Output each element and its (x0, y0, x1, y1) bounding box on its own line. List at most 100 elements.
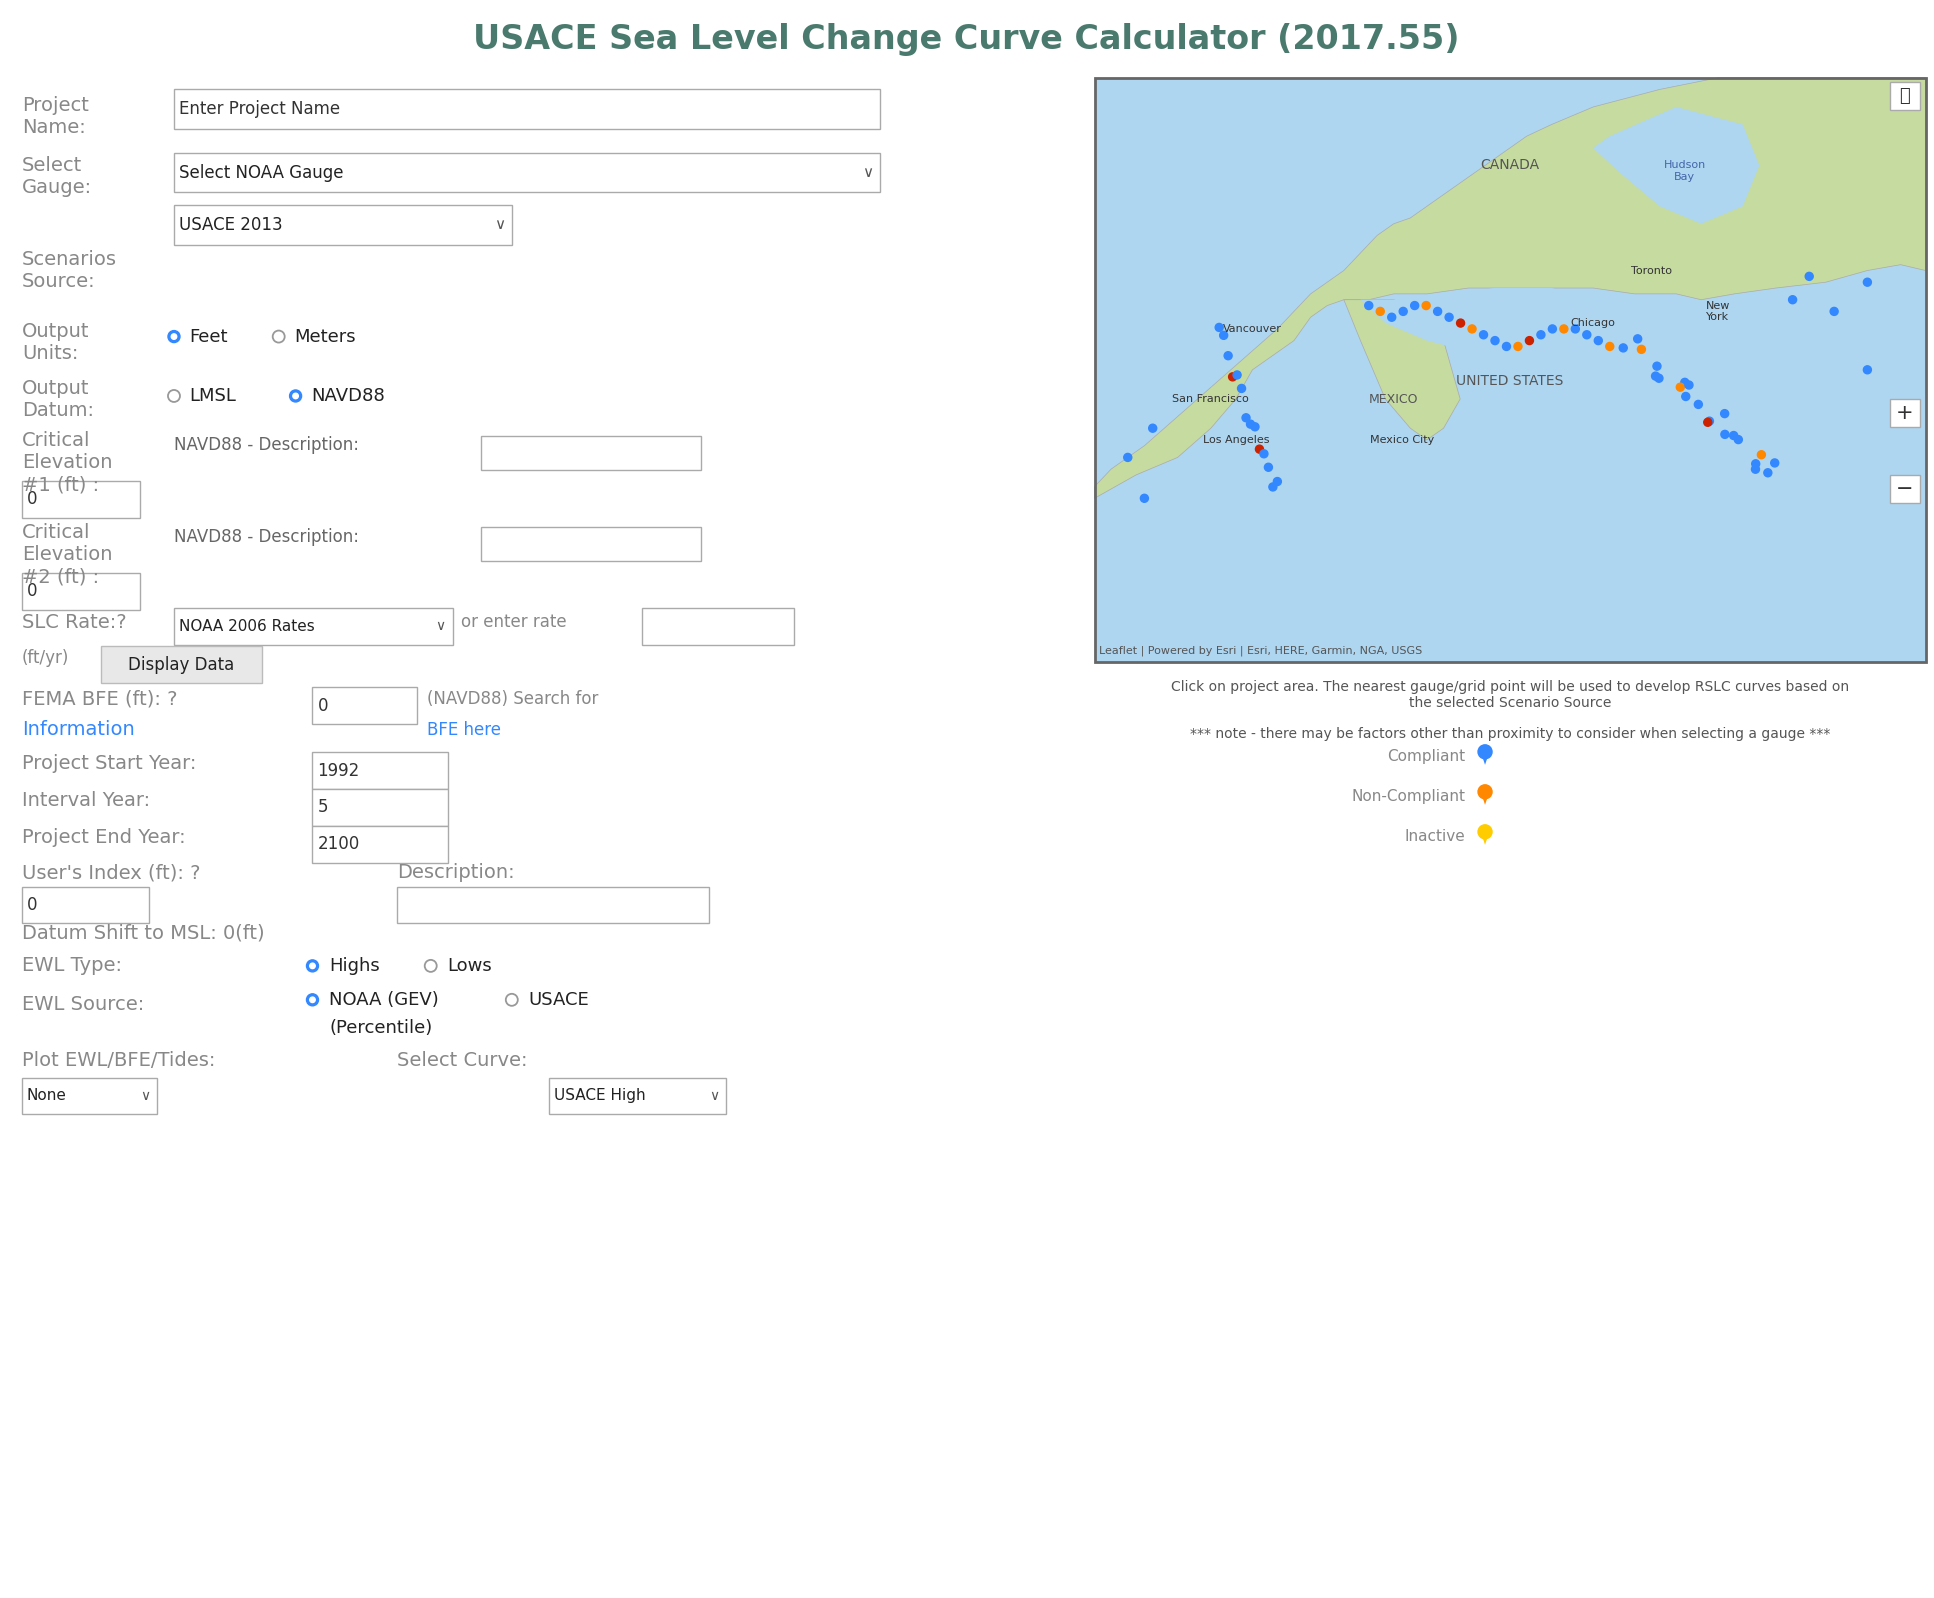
Text: Display Data: Display Data (128, 655, 234, 674)
Text: Plot EWL/BFE/Tides:: Plot EWL/BFE/Tides: (21, 1051, 215, 1071)
Polygon shape (1481, 833, 1489, 845)
Circle shape (1255, 446, 1263, 454)
Text: Click on project area. The nearest gauge/grid point will be used to develop RSLC: Click on project area. The nearest gauge… (1170, 679, 1849, 710)
FancyBboxPatch shape (1890, 475, 1920, 503)
Circle shape (1410, 302, 1420, 310)
Circle shape (1503, 342, 1510, 350)
Text: Interval Year:: Interval Year: (21, 791, 151, 810)
Text: USACE 2013: USACE 2013 (180, 216, 282, 233)
Circle shape (168, 331, 180, 342)
Text: NOAA (GEV): NOAA (GEV) (329, 991, 439, 1008)
FancyBboxPatch shape (174, 609, 453, 646)
FancyBboxPatch shape (313, 826, 447, 863)
FancyBboxPatch shape (101, 646, 261, 682)
Circle shape (1269, 483, 1276, 491)
Circle shape (1456, 320, 1464, 328)
Circle shape (1247, 420, 1255, 428)
Text: (ft/yr): (ft/yr) (21, 649, 70, 666)
Text: Select NOAA Gauge: Select NOAA Gauge (180, 163, 344, 182)
Circle shape (1421, 302, 1429, 310)
FancyBboxPatch shape (21, 481, 139, 518)
FancyBboxPatch shape (1890, 81, 1920, 110)
Circle shape (1594, 337, 1601, 345)
Text: Inactive: Inactive (1404, 829, 1466, 844)
Text: Critical
Elevation
#1 (ft) :: Critical Elevation #1 (ft) : (21, 431, 112, 494)
Circle shape (1480, 331, 1487, 339)
Circle shape (1514, 342, 1522, 350)
Circle shape (1721, 430, 1729, 438)
Circle shape (172, 334, 176, 339)
Circle shape (1656, 374, 1663, 382)
Circle shape (1582, 331, 1592, 339)
Circle shape (1377, 307, 1385, 315)
FancyBboxPatch shape (482, 436, 700, 470)
FancyBboxPatch shape (21, 887, 149, 924)
Circle shape (1265, 463, 1273, 471)
Circle shape (1752, 465, 1760, 473)
Circle shape (1772, 459, 1779, 467)
FancyBboxPatch shape (549, 1077, 727, 1114)
Circle shape (1141, 494, 1149, 502)
Text: LMSL: LMSL (190, 387, 236, 404)
Text: Enter Project Name: Enter Project Name (180, 101, 340, 118)
Text: USACE: USACE (528, 991, 590, 1008)
Text: USACE High: USACE High (553, 1088, 646, 1104)
FancyBboxPatch shape (1095, 78, 1926, 662)
Circle shape (1654, 363, 1661, 371)
Text: Highs: Highs (329, 957, 381, 975)
FancyBboxPatch shape (21, 572, 139, 609)
Circle shape (1273, 478, 1282, 486)
Text: Critical
Elevation
#2 (ft) :: Critical Elevation #2 (ft) : (21, 523, 112, 586)
Circle shape (1764, 468, 1772, 476)
Text: Mexico City: Mexico City (1369, 435, 1435, 444)
Polygon shape (1481, 793, 1489, 805)
Circle shape (1398, 307, 1408, 315)
Text: EWL Source:: EWL Source: (21, 994, 145, 1013)
Circle shape (1789, 296, 1797, 304)
Circle shape (1685, 380, 1692, 388)
Text: 5: 5 (317, 799, 329, 817)
Circle shape (1677, 384, 1685, 392)
Circle shape (1224, 352, 1232, 360)
Circle shape (1735, 436, 1743, 444)
Circle shape (1228, 372, 1236, 380)
Text: ∨: ∨ (863, 165, 874, 181)
Text: Datum Shift to MSL: 0(ft): Datum Shift to MSL: 0(ft) (21, 924, 265, 943)
Circle shape (1570, 324, 1580, 332)
Circle shape (1468, 324, 1476, 332)
Text: Description:: Description: (396, 863, 514, 882)
Polygon shape (1360, 288, 1619, 369)
Polygon shape (1095, 78, 1926, 499)
Circle shape (1605, 342, 1613, 350)
Circle shape (1238, 385, 1245, 393)
Circle shape (306, 994, 319, 1005)
Circle shape (1652, 372, 1659, 380)
Text: UNITED STATES: UNITED STATES (1456, 374, 1565, 388)
Circle shape (1729, 431, 1737, 439)
Text: SLC Rate:?: SLC Rate:? (21, 612, 126, 631)
Circle shape (1124, 454, 1131, 462)
FancyBboxPatch shape (174, 205, 513, 244)
Circle shape (1389, 313, 1396, 321)
Circle shape (1549, 324, 1557, 332)
Text: NAVD88: NAVD88 (311, 387, 385, 404)
FancyBboxPatch shape (21, 1077, 157, 1114)
Circle shape (1478, 745, 1491, 759)
Circle shape (1433, 307, 1441, 315)
Polygon shape (1344, 300, 1460, 439)
Text: CANADA: CANADA (1481, 158, 1539, 173)
Text: (Percentile): (Percentile) (329, 1020, 433, 1037)
Circle shape (1862, 366, 1872, 374)
Circle shape (1804, 272, 1814, 280)
Circle shape (1758, 451, 1766, 459)
FancyBboxPatch shape (174, 153, 880, 192)
Circle shape (1445, 313, 1452, 321)
Circle shape (1220, 331, 1228, 339)
Text: Vancouver: Vancouver (1222, 324, 1282, 334)
Circle shape (1215, 323, 1222, 331)
Text: Los Angeles: Los Angeles (1203, 435, 1269, 444)
Circle shape (1251, 423, 1259, 431)
FancyBboxPatch shape (313, 753, 447, 789)
Text: ⤢: ⤢ (1899, 86, 1911, 105)
Text: (NAVD88) Search for: (NAVD88) Search for (427, 690, 600, 708)
